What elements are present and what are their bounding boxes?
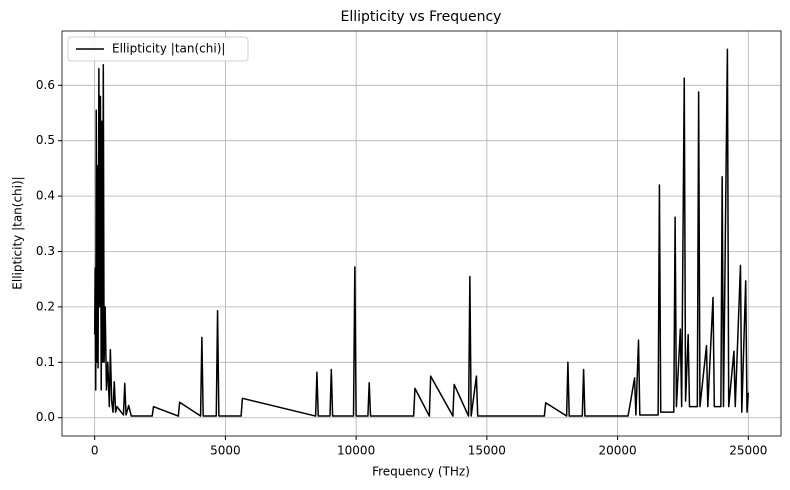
x-tick-label: 25000 — [729, 444, 767, 458]
x-tick-label: 5000 — [210, 444, 241, 458]
legend-box — [67, 36, 249, 62]
y-tick-label: 0.6 — [36, 78, 55, 92]
x-tick-label: 10000 — [337, 444, 375, 458]
x-tick-label: 20000 — [598, 444, 636, 458]
chart-title: Ellipticity vs Frequency — [341, 9, 502, 25]
x-tick-label: 15000 — [468, 444, 506, 458]
legend-label: Ellipticity |tan(chi)| — [112, 42, 225, 56]
y-tick-label: 0.0 — [36, 410, 55, 424]
x-tick-label: 0 — [91, 444, 99, 458]
y-tick-label: 0.3 — [36, 244, 55, 258]
x-axis-label: Frequency (THz) — [372, 465, 470, 479]
y-tick-label: 0.4 — [36, 189, 55, 203]
y-axis-label: Ellipticity |tan(chi)| — [11, 176, 25, 289]
y-tick-label: 0.2 — [36, 299, 55, 313]
y-tick-label: 0.5 — [36, 133, 55, 147]
data-line — [93, 48, 750, 417]
plot-frame — [61, 30, 782, 437]
y-tick-label: 0.1 — [36, 355, 55, 369]
